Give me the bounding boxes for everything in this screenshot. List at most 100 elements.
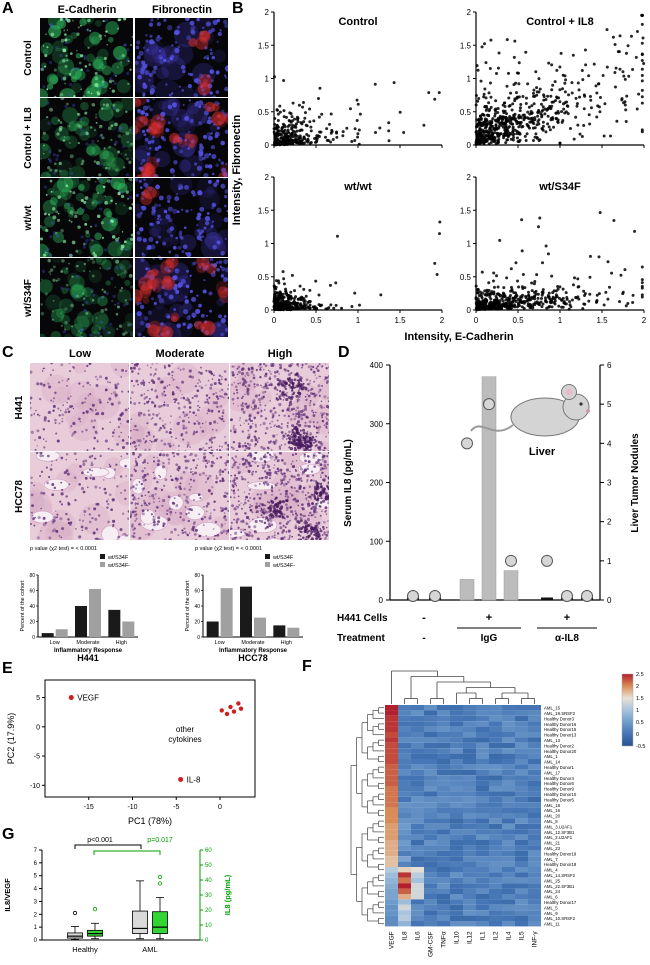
data-point [493,108,497,112]
nucleus-dot [298,423,302,427]
nucleus-dot [139,166,145,172]
nucleus-dot [266,381,269,384]
stain-blob [46,83,54,90]
nucleus-dot [169,168,176,174]
nucleus-dot [188,369,192,373]
data-point [328,283,332,287]
stain-dot [130,179,133,182]
nucleus-dot [188,401,192,405]
data-point [557,296,561,300]
data-point [301,100,305,104]
stain-dot [99,267,102,269]
data-point [325,127,329,131]
data-point [298,284,302,288]
stain-blob [66,121,77,132]
nucleus-dot [198,154,202,158]
nucleus-dot [243,444,246,447]
nucleus-dot [217,102,220,105]
nucleus-dot [160,404,163,408]
nucleus-dot [312,421,315,423]
nucleus-dot [227,388,229,390]
nucleus-dot [140,494,144,498]
data-point [563,81,567,85]
data-point [494,123,498,127]
data-point [525,122,529,126]
data-point [543,107,547,111]
nucleus-dot [197,229,201,233]
nucleus-dot [278,379,282,383]
nucleus-dot [304,421,307,424]
nucleus-dot [48,536,52,540]
nucleus-dot [304,445,307,448]
nucleus-dot [129,195,133,200]
nucleus-dot [233,365,236,368]
nucleus-dot [155,363,158,365]
data-point [550,305,554,309]
nucleus-dot [177,449,180,451]
data-point [508,307,512,311]
nucleus-dot [158,497,160,500]
nucleus-dot [67,202,71,207]
nucleus-dot [289,435,292,437]
nucleus-dot [174,283,178,288]
y-tick-label: 1.5 [258,41,270,50]
nucleus-dot [83,514,86,516]
nucleus-dot [225,393,228,396]
stain-dot [108,145,112,149]
nucleus-dot [195,430,199,434]
data-point [560,120,564,124]
stain-dot [73,95,76,97]
nucleus-dot [206,502,210,506]
stain-blob [71,323,84,337]
data-point [477,118,481,122]
x-tick-label: 1 [558,316,563,325]
stain-dot [64,320,68,325]
nucleus-dot [201,430,205,433]
nucleus-dot [59,53,63,58]
stain-dot [65,267,69,270]
stain-blob [76,208,84,216]
y-tick-label: 0.5 [258,108,270,117]
nucleus-dot [173,160,178,165]
nucleus-dot [259,403,262,407]
nucleus-dot [159,218,162,221]
nucleus-dot [302,431,306,435]
nucleus-dot [209,514,212,518]
data-point [496,139,500,143]
stain-dot [78,61,82,65]
data-point [614,66,618,70]
stain-dot [101,80,105,84]
nucleus-dot [194,538,198,540]
nucleus-dot [152,515,155,518]
nucleus-dot [223,515,227,518]
data-point [487,288,491,292]
nucleus-dot [62,404,64,406]
data-point [494,72,498,76]
stain-dot [75,249,79,253]
data-point [626,44,630,48]
nucleus-dot [298,433,301,436]
data-point [489,38,493,42]
data-point [536,296,540,300]
nucleus-dot [129,323,133,327]
data-point [575,102,579,106]
nucleus-dot [231,371,235,374]
nucleus-dot [163,390,166,393]
data-point [504,298,508,302]
nucleus-dot [156,480,159,484]
panel-c-col-header: Moderate [156,348,205,360]
data-point [520,301,524,305]
nucleus-dot [189,471,192,474]
data-point [539,102,543,106]
stain-red [143,163,151,171]
stain-dot [76,123,81,128]
stain-blob [41,133,50,142]
nucleus-dot [224,65,228,71]
data-point [488,108,492,112]
stain-blob [56,65,69,79]
nucleus-dot [278,445,281,448]
nucleus-dot [60,77,64,81]
data-point [435,272,439,276]
nucleus-dot [150,222,154,227]
stain-blob [116,79,131,94]
